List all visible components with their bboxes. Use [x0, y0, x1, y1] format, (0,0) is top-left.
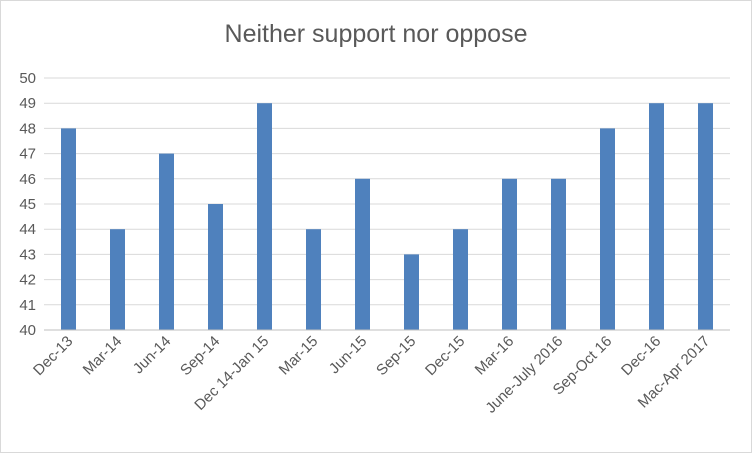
y-tick-label: 43	[19, 246, 36, 263]
bar	[110, 229, 125, 330]
x-tick-label: Dec-15	[422, 333, 468, 379]
x-tick-label: Sep-15	[373, 333, 419, 379]
x-tick-label: Jun-14	[130, 333, 174, 377]
y-tick-label: 48	[19, 120, 36, 137]
bar	[208, 204, 223, 330]
y-tick-label: 42	[19, 272, 36, 289]
x-tick-label: Mar-16	[472, 333, 518, 379]
x-tick-label: Mar-15	[276, 333, 322, 379]
x-tick-label: Jun-15	[326, 333, 370, 377]
y-tick-label: 50	[19, 70, 36, 87]
bar	[159, 153, 174, 330]
bar	[600, 128, 615, 330]
y-tick-label: 45	[19, 196, 36, 213]
bar	[453, 229, 468, 330]
bar	[502, 178, 517, 330]
y-tick-label: 49	[19, 95, 36, 112]
bar	[257, 103, 272, 330]
y-tick-label: 46	[19, 171, 36, 188]
bar	[355, 178, 370, 330]
bar	[698, 103, 713, 330]
chart-title: Neither support nor oppose	[224, 20, 528, 48]
bar	[61, 128, 76, 330]
bar	[404, 254, 419, 330]
y-tick-label: 47	[19, 146, 36, 163]
y-tick-label: 40	[19, 322, 36, 339]
x-tick-label: Dec-13	[30, 333, 76, 379]
y-tick-label: 44	[19, 221, 36, 238]
bar	[649, 103, 664, 330]
bar	[306, 229, 321, 330]
y-tick-label: 41	[19, 297, 36, 314]
x-tick-label: Mar-14	[80, 333, 126, 379]
x-tick-label: Dec-16	[618, 333, 664, 379]
bar	[551, 178, 566, 330]
x-tick-label: Sep-14	[177, 333, 223, 379]
